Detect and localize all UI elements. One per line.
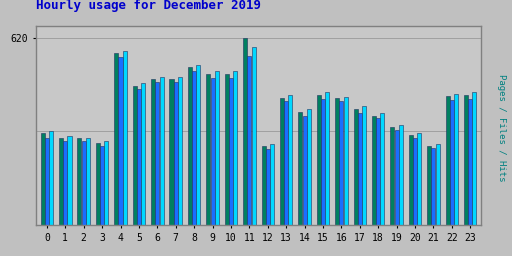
Bar xyxy=(160,77,163,225)
Bar xyxy=(141,83,145,225)
Bar xyxy=(169,79,174,225)
Bar xyxy=(325,92,329,225)
Bar xyxy=(243,38,247,225)
Bar xyxy=(339,101,344,225)
Bar xyxy=(395,130,399,225)
Bar xyxy=(225,74,229,225)
Bar xyxy=(40,133,45,225)
Bar xyxy=(358,113,362,225)
Bar xyxy=(372,116,376,225)
Bar xyxy=(284,101,288,225)
Bar xyxy=(354,109,357,225)
Bar xyxy=(68,136,72,225)
Text: Pages / Files / Hits: Pages / Files / Hits xyxy=(497,74,506,182)
Bar xyxy=(114,53,118,225)
Bar xyxy=(45,137,49,225)
Bar xyxy=(335,98,339,225)
Bar xyxy=(376,118,380,225)
Bar xyxy=(413,138,417,225)
Bar xyxy=(270,144,274,225)
Bar xyxy=(380,113,385,225)
Bar xyxy=(192,71,196,225)
Bar xyxy=(307,109,311,225)
Bar xyxy=(210,78,215,225)
Bar xyxy=(100,146,104,225)
Bar xyxy=(229,78,233,225)
Bar xyxy=(96,143,100,225)
Bar xyxy=(445,96,450,225)
Bar xyxy=(427,146,431,225)
Bar xyxy=(298,112,303,225)
Text: Hourly usage for December 2019: Hourly usage for December 2019 xyxy=(36,0,261,12)
Bar xyxy=(344,97,348,225)
Bar xyxy=(464,95,468,225)
Bar xyxy=(151,79,155,225)
Bar xyxy=(288,95,292,225)
Bar xyxy=(155,82,159,225)
Bar xyxy=(137,89,141,225)
Bar xyxy=(262,146,266,225)
Bar xyxy=(123,51,127,225)
Bar xyxy=(59,137,63,225)
Bar xyxy=(49,132,53,225)
Bar xyxy=(251,47,255,225)
Bar xyxy=(454,94,458,225)
Bar xyxy=(118,57,122,225)
Bar xyxy=(266,149,270,225)
Bar xyxy=(206,74,210,225)
Bar xyxy=(233,71,237,225)
Bar xyxy=(468,99,472,225)
Bar xyxy=(215,71,219,225)
Bar xyxy=(432,148,435,225)
Bar xyxy=(317,94,321,225)
Bar xyxy=(280,98,284,225)
Bar xyxy=(178,77,182,225)
Bar xyxy=(399,125,403,225)
Bar xyxy=(86,137,90,225)
Bar xyxy=(196,65,200,225)
Bar xyxy=(174,82,178,225)
Bar xyxy=(104,141,109,225)
Bar xyxy=(390,127,394,225)
Bar xyxy=(188,67,192,225)
Bar xyxy=(321,99,325,225)
Bar xyxy=(303,116,307,225)
Bar xyxy=(362,106,366,225)
Bar xyxy=(473,92,477,225)
Bar xyxy=(77,138,81,225)
Bar xyxy=(436,144,440,225)
Bar xyxy=(409,134,413,225)
Bar xyxy=(133,86,137,225)
Bar xyxy=(82,141,86,225)
Bar xyxy=(247,56,251,225)
Bar xyxy=(450,100,454,225)
Bar xyxy=(417,133,421,225)
Bar xyxy=(63,141,67,225)
